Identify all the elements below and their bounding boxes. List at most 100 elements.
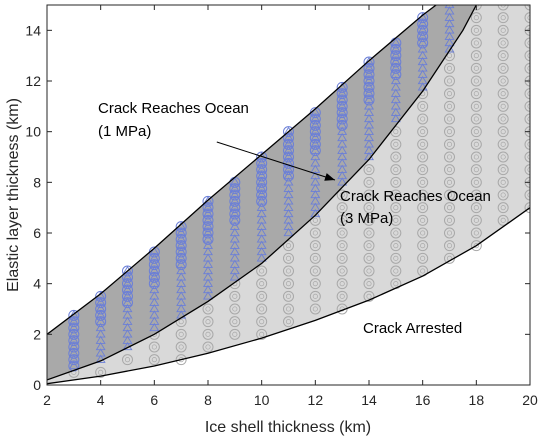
point-arrested [444, 164, 455, 176]
point-arrested [444, 240, 455, 252]
point-arrested-inner [285, 255, 292, 261]
point-arrested [363, 189, 375, 201]
point-3mpa [176, 246, 187, 256]
point-3mpa [417, 31, 428, 40]
point-3mpa [229, 177, 240, 186]
point-arrested [390, 252, 402, 264]
point-arrested [336, 202, 348, 214]
y-tick-label: 0 [33, 377, 41, 393]
point-3mpa [229, 208, 240, 218]
point-arrested [470, 126, 482, 138]
point-arrested-inner [446, 179, 453, 185]
point-arrested [524, 88, 530, 100]
point-3mpa [283, 202, 294, 211]
point-arrested-inner [446, 78, 453, 84]
point-arrested-inner [285, 319, 292, 325]
point-arrested [336, 189, 348, 201]
point-arrested-inner [446, 103, 453, 109]
point-3mpa [390, 101, 401, 110]
point-3mpa [390, 56, 401, 66]
point-arrested-inner [473, 243, 479, 249]
point-arrested-inner [446, 205, 453, 211]
point-arrested [417, 240, 429, 252]
point-3mpa [203, 196, 213, 205]
point-3mpa [149, 278, 160, 287]
point-arrested-inner [446, 217, 453, 223]
point-3mpa [417, 25, 428, 34]
point-arrested-inner [366, 192, 372, 198]
point-3mpa [149, 297, 160, 306]
point-3mpa [203, 234, 213, 243]
point-3mpa [364, 107, 374, 116]
point-arrested [175, 341, 187, 353]
point-arrested [497, 164, 509, 176]
point-arrested [229, 303, 241, 315]
point-3mpa [176, 278, 187, 287]
point-arrested [417, 151, 429, 163]
point-3mpa [122, 265, 133, 275]
point-arrested [229, 290, 241, 302]
point-arrested [283, 316, 294, 328]
point-arrested-inner [473, 179, 479, 185]
point-3mpa [283, 145, 294, 154]
point-arrested [390, 164, 402, 176]
point-3mpa [229, 259, 240, 268]
point-3mpa [444, 5, 455, 9]
point-3mpa [203, 253, 213, 262]
point-3mpa [283, 189, 294, 199]
point-3mpa [444, 18, 455, 28]
point-arrested-inner [420, 243, 426, 249]
point-3mpa [256, 215, 267, 224]
point-3mpa [203, 221, 213, 230]
point-3mpa [149, 322, 160, 332]
point-arrested-inner [500, 103, 506, 109]
point-arrested [363, 227, 375, 239]
point-3mpa [283, 183, 294, 192]
point-arrested-inner [393, 192, 399, 198]
point-arrested [497, 5, 509, 11]
point-3mpa [310, 183, 321, 192]
point-3mpa [256, 183, 267, 192]
point-arrested [444, 227, 455, 239]
point-3mpa [364, 145, 374, 154]
y-tick-label: 8 [33, 174, 41, 190]
point-arrested-inner [500, 205, 506, 211]
point-arrested [524, 151, 530, 163]
point-arrested [229, 328, 241, 340]
point-3mpa [337, 139, 348, 148]
point-arrested-inner [339, 243, 345, 249]
point-arrested-inner [446, 53, 453, 59]
point-arrested-inner [473, 27, 479, 33]
point-3mpa [310, 170, 321, 180]
point-arrested [497, 100, 509, 112]
point-3mpa [337, 88, 348, 97]
point-3mpa [176, 272, 187, 281]
point-arrested-inner [339, 192, 345, 198]
point-arrested-inner [473, 192, 479, 198]
point-arrested-inner [178, 319, 184, 325]
y-tick-label: 6 [33, 225, 41, 241]
point-3mpa [176, 284, 187, 294]
point-3mpa [256, 170, 267, 180]
point-3mpa [122, 316, 133, 325]
point-arrested [336, 290, 348, 302]
point-3mpa [122, 284, 133, 294]
point-3mpa [364, 56, 374, 66]
point-3mpa [122, 335, 133, 344]
point-arrested [524, 113, 530, 125]
point-3mpa [337, 94, 348, 104]
point-arrested-inner [366, 293, 372, 299]
point-arrested-inner [285, 293, 292, 299]
point-arrested [417, 227, 429, 239]
point-3mpa [364, 101, 374, 110]
boundary-line-lower [47, 207, 530, 385]
point-arrested [309, 290, 321, 302]
point-arrested-inner [312, 243, 318, 249]
point-arrested-inner [151, 344, 157, 350]
point-3mpa [256, 164, 267, 173]
point-arrested [497, 24, 509, 36]
point-3mpa [149, 284, 160, 294]
point-arrested [417, 214, 429, 226]
point-3mpa [229, 253, 240, 262]
point-arrested-inner [473, 141, 479, 147]
